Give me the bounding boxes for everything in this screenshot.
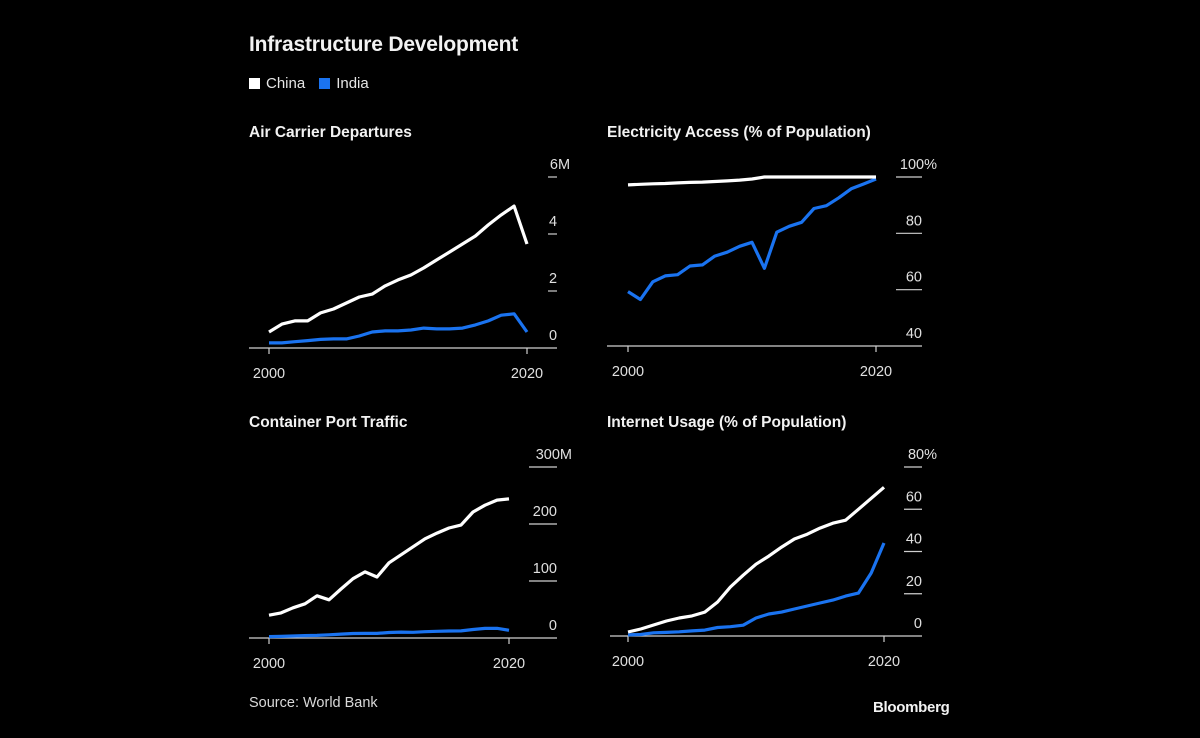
internet-x-tick-label: 2000 [612, 654, 644, 670]
internet-y-tick-label: 60 [906, 489, 922, 505]
bloomberg-logo: Bloomberg [873, 699, 950, 716]
container-port-line-china [268, 497, 510, 617]
container-port-x-tick-label: 2020 [493, 656, 525, 672]
electricity-line-china [627, 175, 876, 187]
container-port-x-tick-label: 2000 [253, 656, 285, 672]
air-carrier-x-tick-label: 2020 [511, 366, 543, 382]
legend-swatch-china [249, 78, 260, 89]
subchart-title-air-carrier: Air Carrier Departures [249, 124, 412, 141]
legend: China India [249, 75, 383, 92]
air-carrier-y-tick-label: 0 [549, 328, 557, 344]
internet-line-china [627, 486, 886, 634]
legend-swatch-india [319, 78, 331, 89]
internet-y-tick-label: 0 [914, 616, 922, 632]
container-port-line-india [268, 626, 510, 639]
internet-y-tick-label: 40 [906, 532, 922, 548]
electricity-line-india [627, 177, 877, 302]
subchart-title-container-port: Container Port Traffic [249, 414, 408, 431]
electricity-x-tick-label: 2000 [612, 364, 644, 380]
internet-y-tick-label: 80% [908, 447, 937, 463]
air-carrier-line-china [268, 204, 529, 334]
chart-title: Infrastructure Development [249, 33, 519, 56]
electricity-x-tick-label: 2020 [860, 364, 892, 380]
electricity-y-tick-label: 80 [906, 213, 922, 229]
container-port-y-tick-label: 0 [549, 618, 557, 634]
subchart-title-electricity: Electricity Access (% of Population) [607, 124, 871, 141]
legend-label-china: China [266, 75, 306, 92]
internet-y-tick-label: 20 [906, 574, 922, 590]
legend-label-india: India [336, 75, 369, 92]
source-note: Source: World Bank [249, 695, 378, 711]
electricity-y-tick-label: 40 [906, 326, 922, 342]
air-carrier-x-tick-label: 2000 [253, 366, 285, 382]
subchart-title-internet: Internet Usage (% of Population) [607, 414, 847, 431]
legend-item-china: China [249, 75, 305, 92]
air-carrier-y-tick-label: 6M [550, 157, 570, 173]
electricity-y-tick-label: 100% [900, 157, 937, 173]
container-port-y-tick-label: 100 [533, 561, 557, 577]
internet-x-tick-label: 2020 [868, 654, 900, 670]
legend-item-india: India [319, 75, 369, 92]
air-carrier-y-tick-label: 2 [549, 271, 557, 287]
internet-line-india [627, 542, 886, 637]
air-carrier-line-india [269, 312, 529, 345]
container-port-y-tick-label: 300M [536, 447, 572, 463]
container-port-y-tick-label: 200 [533, 504, 557, 520]
air-carrier-y-tick-label: 4 [549, 214, 557, 230]
electricity-y-tick-label: 60 [906, 270, 922, 286]
